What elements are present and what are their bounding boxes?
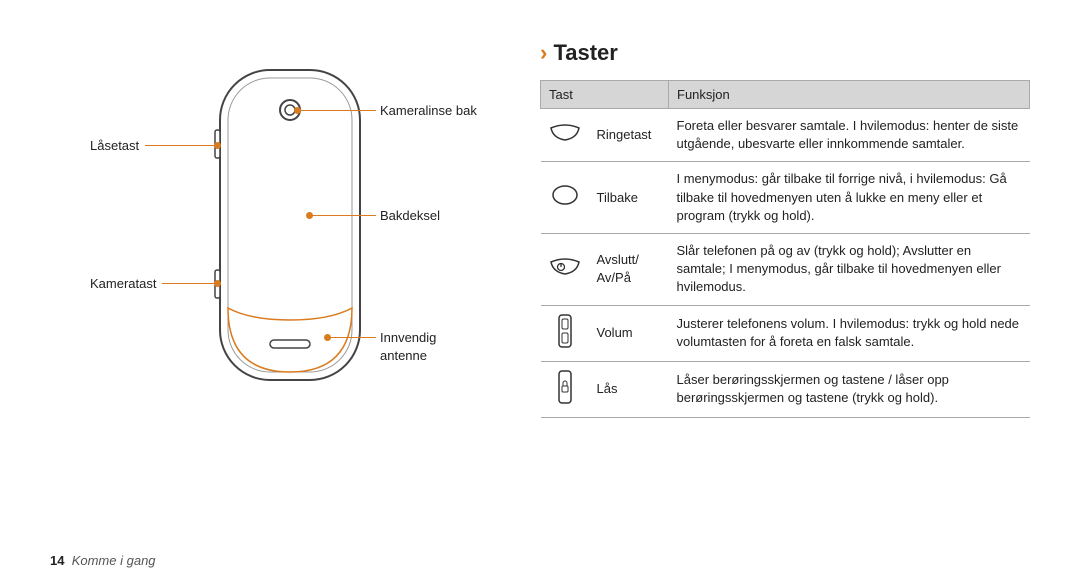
leader-camera-key <box>162 283 217 284</box>
col-header-key: Tast <box>541 81 669 109</box>
page-footer: 14 Komme i gang <box>50 553 156 568</box>
phone-diagram: Låsetast Kameratast Kameralinse bak Bakd… <box>130 60 430 440</box>
page-number: 14 <box>50 553 64 568</box>
key-desc: Slår telefonen på og av (trykk og hold);… <box>669 233 1030 305</box>
section-title-text: Taster <box>553 40 617 65</box>
lock-key-icon <box>541 361 589 417</box>
label-camera-lens: Kameralinse bak <box>380 103 477 118</box>
key-name: Lås <box>589 361 669 417</box>
leader-antenna <box>328 337 376 338</box>
leader-camera-lens <box>298 110 376 111</box>
footer-section: Komme i gang <box>72 553 156 568</box>
label-antenna-l2: antenne <box>380 348 427 363</box>
key-desc: Foreta eller besvarer samtale. I hvilemo… <box>669 109 1030 162</box>
table-row: Ringetast Foreta eller besvarer samtale.… <box>541 109 1030 162</box>
label-back-cover: Bakdeksel <box>380 208 440 223</box>
table-row: Tilbake I menymodus: går tilbake til for… <box>541 162 1030 234</box>
power-key-icon <box>541 233 589 305</box>
key-name: Avslutt/ Av/På <box>589 233 669 305</box>
label-lock-key: Låsetast <box>90 138 139 153</box>
call-key-icon <box>541 109 589 162</box>
leader-lock <box>145 145 217 146</box>
chevron-icon: › <box>540 40 547 65</box>
keys-table-column: › Taster Tast Funksjon Ringetast Foreta … <box>510 40 1030 586</box>
key-desc: I menymodus: går tilbake til forrige niv… <box>669 162 1030 234</box>
leader-back-cover <box>310 215 376 216</box>
phone-diagram-column: Låsetast Kameratast Kameralinse bak Bakd… <box>50 40 510 586</box>
key-name: Volum <box>589 305 669 361</box>
key-desc: Låser berøringsskjermen og tastene / lås… <box>669 361 1030 417</box>
label-antenna-l1: Innvendig <box>380 330 436 345</box>
label-camera-key: Kameratast <box>90 276 156 291</box>
volume-key-icon <box>541 305 589 361</box>
table-row: Avslutt/ Av/På Slår telefonen på og av (… <box>541 233 1030 305</box>
section-title: › Taster <box>540 40 1030 66</box>
keys-table: Tast Funksjon Ringetast Foreta eller bes… <box>540 80 1030 418</box>
table-row: Lås Låser berøringsskjermen og tastene /… <box>541 361 1030 417</box>
col-header-function: Funksjon <box>669 81 1030 109</box>
table-row: Volum Justerer telefonens volum. I hvile… <box>541 305 1030 361</box>
key-desc: Justerer telefonens volum. I hvilemodus:… <box>669 305 1030 361</box>
key-name: Ringetast <box>589 109 669 162</box>
key-name: Tilbake <box>589 162 669 234</box>
back-key-icon <box>541 162 589 234</box>
